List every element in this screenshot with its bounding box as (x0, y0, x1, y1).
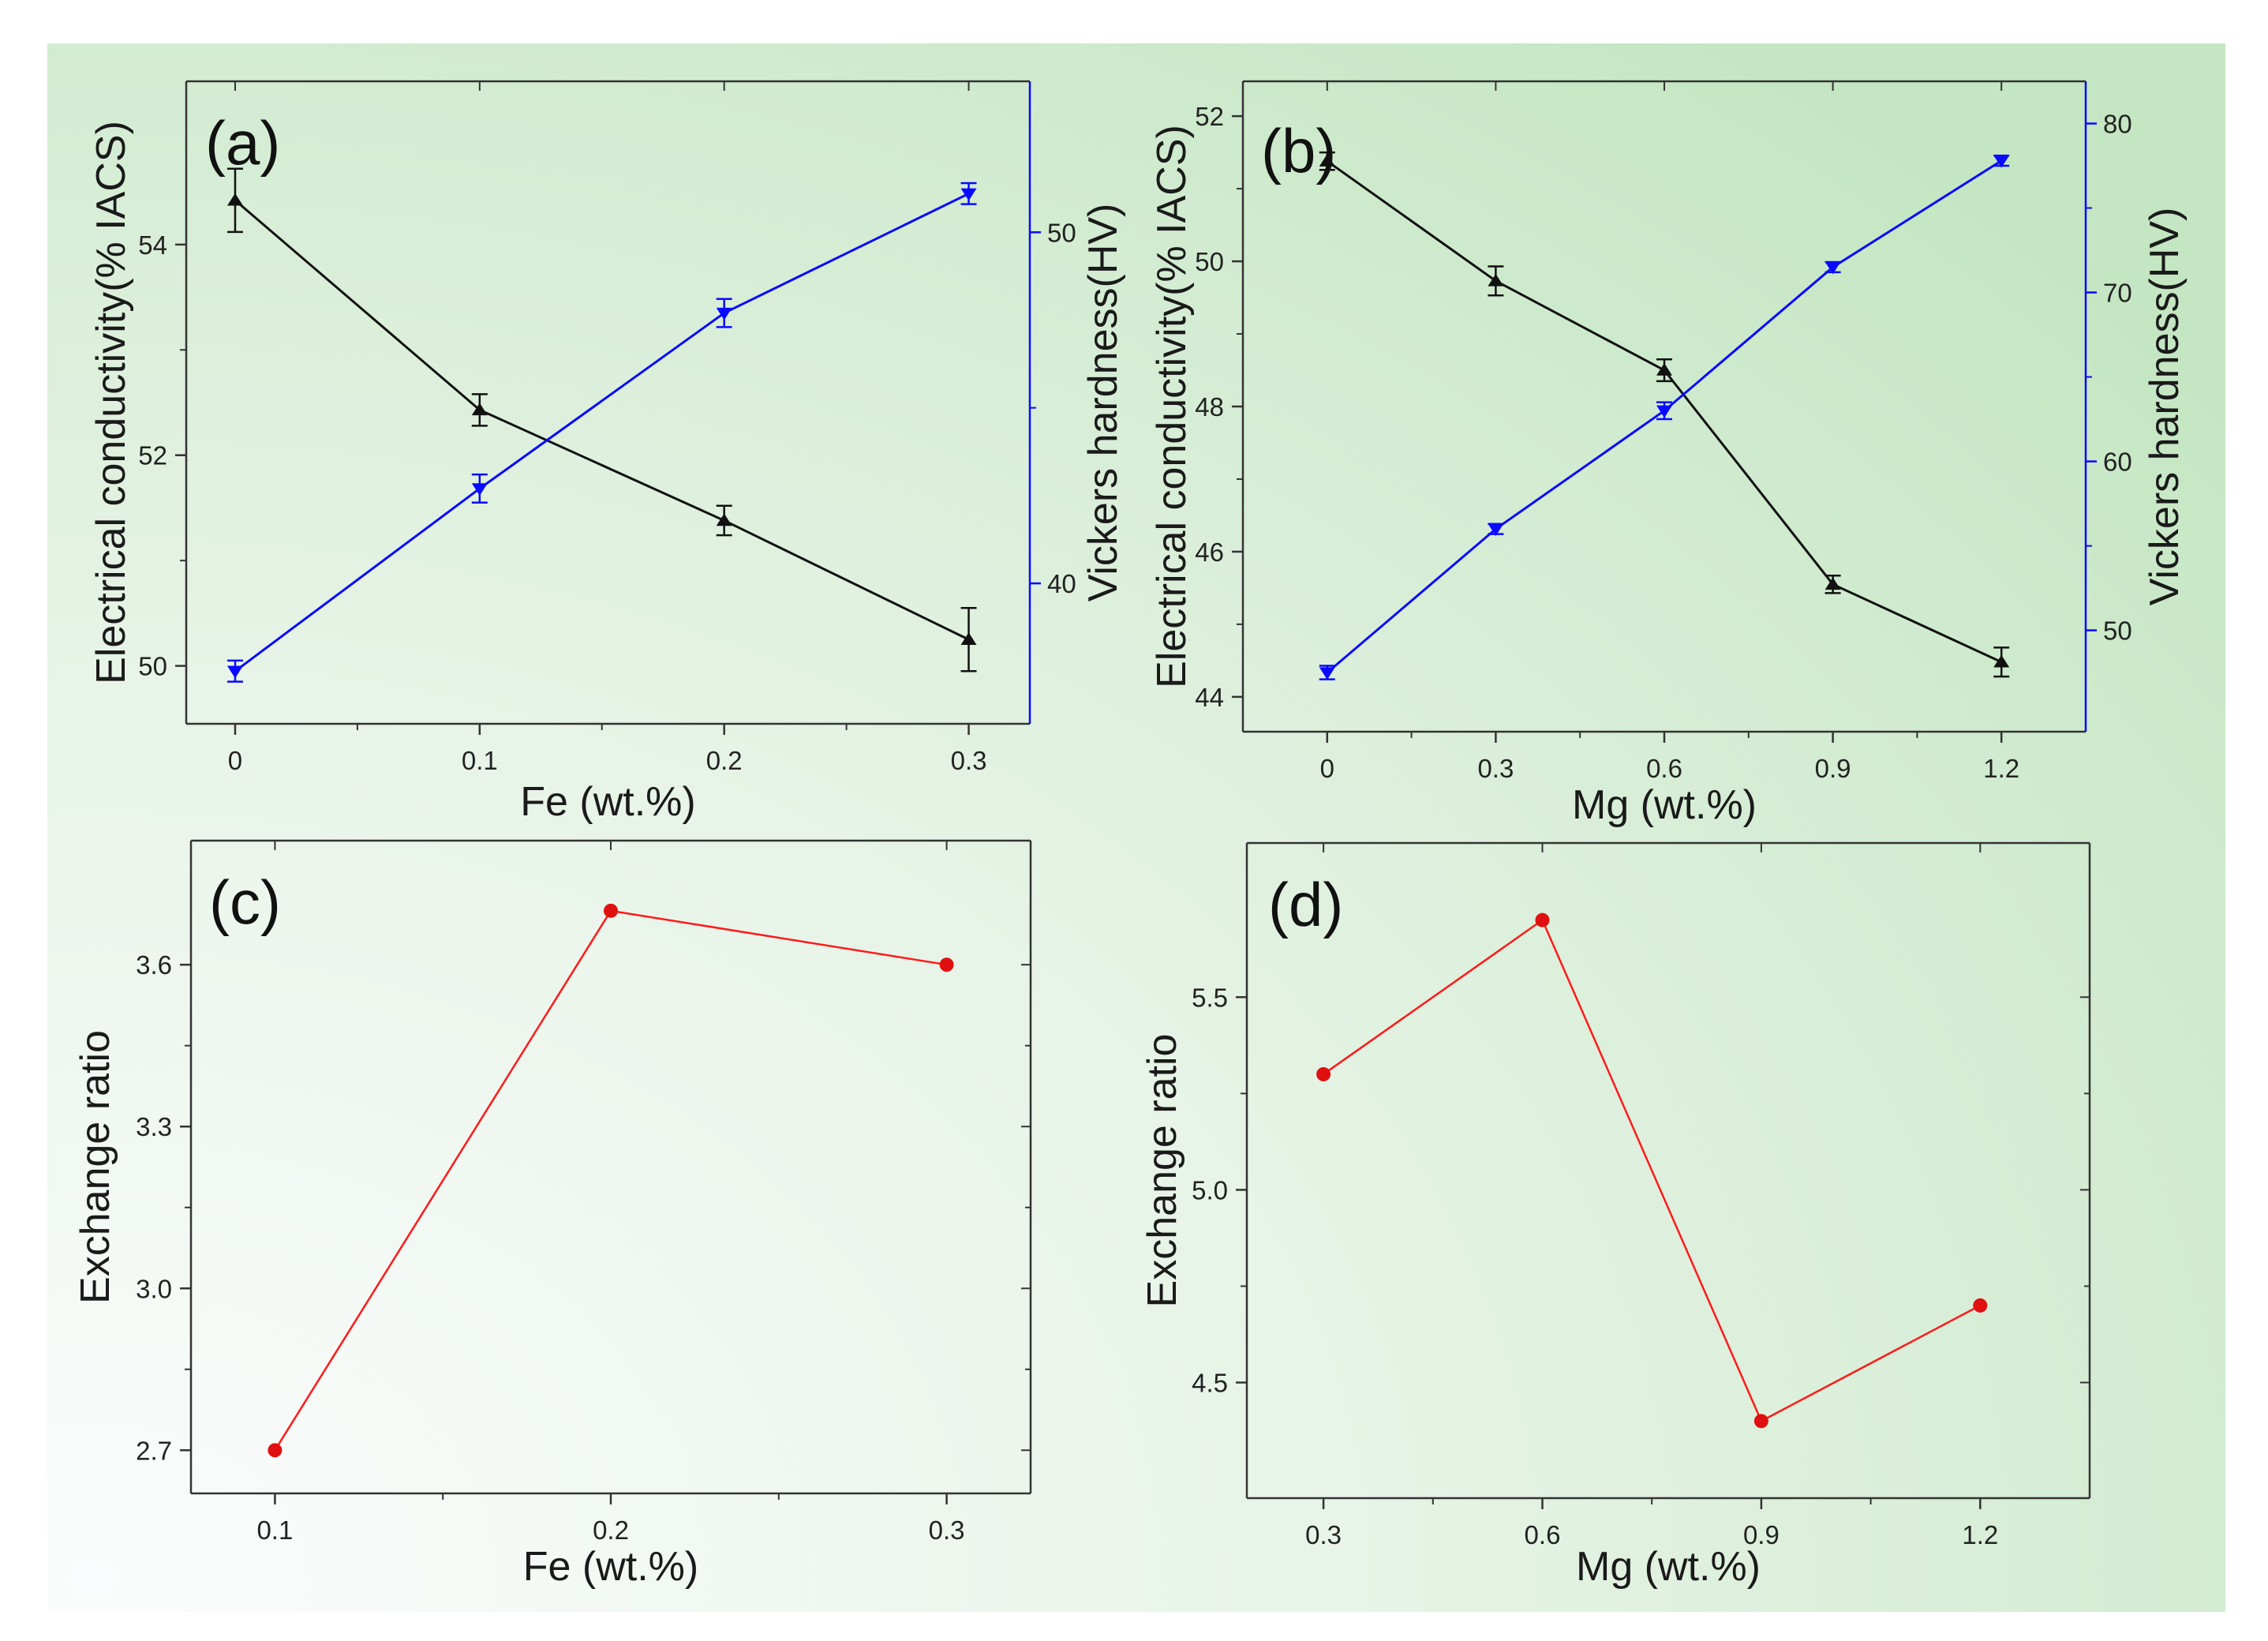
x-tick-label: 1.2 (1962, 1520, 1998, 1549)
series-line (1323, 918, 1981, 1423)
data-point (1319, 667, 1335, 680)
data-point (268, 1443, 283, 1458)
x-tick-label: 0.6 (1525, 1520, 1561, 1549)
data-point (939, 957, 954, 972)
data-point (1488, 273, 1504, 287)
y-tick-label: 50 (138, 652, 167, 681)
y-tick-label: 54 (138, 230, 167, 260)
x-tick-label: 0 (1320, 754, 1334, 783)
data-point (1656, 363, 1672, 376)
data-point (1316, 1066, 1331, 1081)
data-point (226, 193, 243, 206)
x-tick-label: 0.3 (1477, 754, 1514, 783)
series-vickers-hardness (226, 182, 977, 683)
panel-label: (c) (209, 867, 281, 937)
y-tick-label: 44 (1195, 683, 1224, 712)
chart-panel-d: 0.3 0.6 0.9 1.2 4.5 5.0 5.5 Mg (wt.%) Exchange r… (1140, 841, 2091, 1590)
x-tick-label: 0.3 (1305, 1520, 1342, 1549)
series-exchange-ratio (1316, 912, 1988, 1429)
chart-panel-a: 0 0.1 0.2 0.3 50 52 54 40 50 Fe (wt.%) Electrical … (88, 80, 1126, 825)
panel-label: (d) (1268, 870, 1343, 939)
y-axis-label: Exchange ratio (73, 1030, 118, 1304)
data-point (1825, 261, 1841, 275)
y2-axis-label: Vickers hardness(HV) (2142, 208, 2188, 606)
y2-axis-label: Vickers hardness(HV) (1080, 204, 1126, 602)
series-electrical-conductivity (1319, 151, 2010, 678)
x-tick-label: 0 (228, 746, 242, 775)
panel-label: (a) (205, 108, 280, 178)
y-tick-label: 5.0 (1192, 1175, 1228, 1205)
y2-tick-label: 80 (2103, 110, 2132, 139)
figure-background (47, 43, 2225, 1612)
data-point (1973, 1298, 1988, 1313)
data-point (960, 632, 977, 645)
data-point (1488, 523, 1504, 537)
chart-panel-b: 0 0.3 0.6 0.9 1.2 44 46 48 50 52 50 60 70 80 Mg (wt.%)… (1149, 80, 2188, 828)
x-tick-label: 0.2 (593, 1515, 629, 1545)
y-tick-label: 48 (1195, 392, 1224, 421)
x-tick-label: 0.2 (706, 746, 743, 775)
y-tick-label: 3.6 (136, 950, 172, 980)
x-tick-label: 0.1 (256, 1515, 293, 1545)
data-point (1993, 654, 2010, 668)
x-tick-label: 0.9 (1743, 1520, 1780, 1549)
y-tick-label: 3.0 (136, 1274, 172, 1303)
y2-tick-label: 50 (2103, 616, 2132, 646)
x-tick-label: 1.2 (1983, 754, 2019, 783)
data-point (604, 903, 618, 918)
series-line (234, 199, 970, 641)
data-point (1753, 1414, 1768, 1429)
x-tick-label: 0.3 (951, 746, 987, 775)
y-tick-label: 52 (1195, 102, 1224, 131)
x-axis-label: Fe (wt.%) (523, 1544, 698, 1590)
y-tick-label: 5.5 (1192, 983, 1228, 1012)
x-tick-label: 0.9 (1815, 754, 1851, 783)
x-axis-label: Fe (wt.%) (520, 779, 695, 825)
y-tick-label: 46 (1195, 538, 1224, 567)
series-electrical-conductivity (226, 167, 977, 673)
data-point (1993, 155, 2010, 168)
x-tick-label: 0.1 (462, 746, 498, 775)
y-axis-label: Electrical conductivity(% IACS) (1149, 125, 1195, 688)
y-tick-label: 2.7 (136, 1436, 172, 1465)
y2-tick-label: 70 (2103, 279, 2132, 308)
series-exchange-ratio (268, 903, 954, 1458)
series-vickers-hardness (1319, 154, 2010, 680)
panel-label: (b) (1261, 116, 1336, 185)
y2-tick-label: 50 (1047, 218, 1076, 247)
data-point (226, 665, 243, 679)
data-point (1825, 577, 1841, 590)
data-point (960, 188, 977, 201)
series-line (234, 192, 970, 673)
data-point (1319, 154, 1335, 167)
y-axis-label: Electrical conductivity(% IACS) (88, 121, 134, 684)
data-point (716, 513, 732, 526)
data-point (1535, 912, 1550, 927)
x-axis-label: Mg (wt.%) (1576, 1544, 1761, 1590)
data-point (716, 307, 732, 320)
data-point (471, 403, 488, 416)
y-tick-label: 52 (138, 441, 167, 470)
y2-tick-label: 60 (2103, 448, 2132, 477)
y-tick-label: 4.5 (1192, 1369, 1228, 1398)
data-point (471, 483, 488, 496)
data-point (1656, 405, 1672, 418)
x-tick-label: 0.3 (929, 1515, 965, 1545)
x-axis-label: Mg (wt.%) (1572, 782, 1757, 828)
y-tick-label: 50 (1195, 247, 1224, 276)
y2-tick-label: 40 (1047, 569, 1076, 598)
y-tick-label: 3.3 (136, 1112, 172, 1141)
chart-panel-c: 0.1 0.2 0.3 2.7 3.0 3.3 3.6 Fe (wt.%) Exchange r… (73, 839, 1032, 1590)
x-tick-label: 0.6 (1646, 754, 1682, 783)
y-axis-label: Exchange ratio (1140, 1034, 1185, 1308)
